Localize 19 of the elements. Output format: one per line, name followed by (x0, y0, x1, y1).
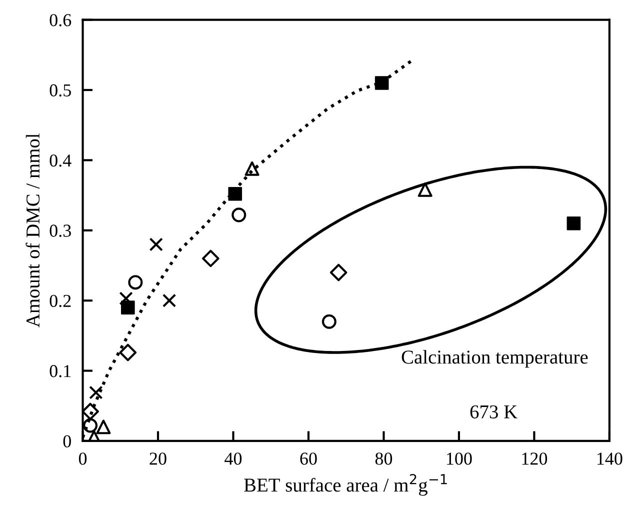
x-tick-label: 40 (224, 452, 242, 465)
annotation: 673 K (470, 405, 518, 418)
y-tick-label: 0.3 (50, 224, 71, 237)
y-tick-label: 0.1 (50, 365, 71, 378)
x-tick-label: 20 (150, 452, 166, 465)
x-tick-label: 120 (522, 452, 548, 465)
y-tick-label: 0.5 (50, 84, 71, 97)
y-tick-label: 0.6 (50, 14, 72, 26)
y-axis-title: Amount of DMC / mmol (26, 134, 40, 328)
x-axis-title: BET surface area / m$^{2}$g$^{−1}$ (244, 474, 447, 496)
y-tick-label: 0 (63, 435, 71, 448)
x-tick-label: 140 (597, 452, 622, 465)
annotation: Calcination temperature (402, 350, 588, 368)
y-tick-label: 0.4 (50, 154, 72, 167)
x-tick-label: 100 (447, 452, 472, 465)
x-tick-label: 0 (78, 452, 87, 465)
x-tick-label: 80 (375, 452, 392, 465)
y-tick-label: 0.2 (50, 294, 71, 308)
x-tick-label: 60 (300, 452, 317, 465)
